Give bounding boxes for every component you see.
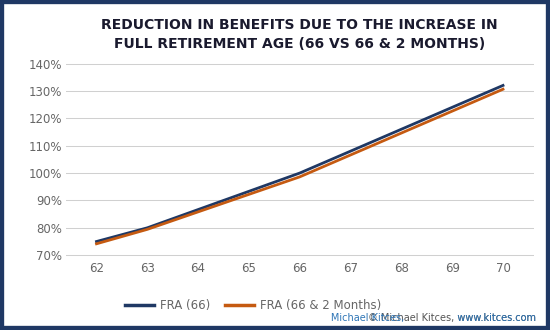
Title: REDUCTION IN BENEFITS DUE TO THE INCREASE IN
FULL RETIREMENT AGE (66 VS 66 & 2 M: REDUCTION IN BENEFITS DUE TO THE INCREAS… xyxy=(101,18,498,51)
Text: Michael Kitces,                 www.kitces.com: Michael Kitces, www.kitces.com xyxy=(284,313,536,323)
Text: © Michael Kitces, www.kitces.com: © Michael Kitces, www.kitces.com xyxy=(368,313,536,323)
Legend: FRA (66), FRA (66 & 2 Months): FRA (66), FRA (66 & 2 Months) xyxy=(120,294,386,316)
